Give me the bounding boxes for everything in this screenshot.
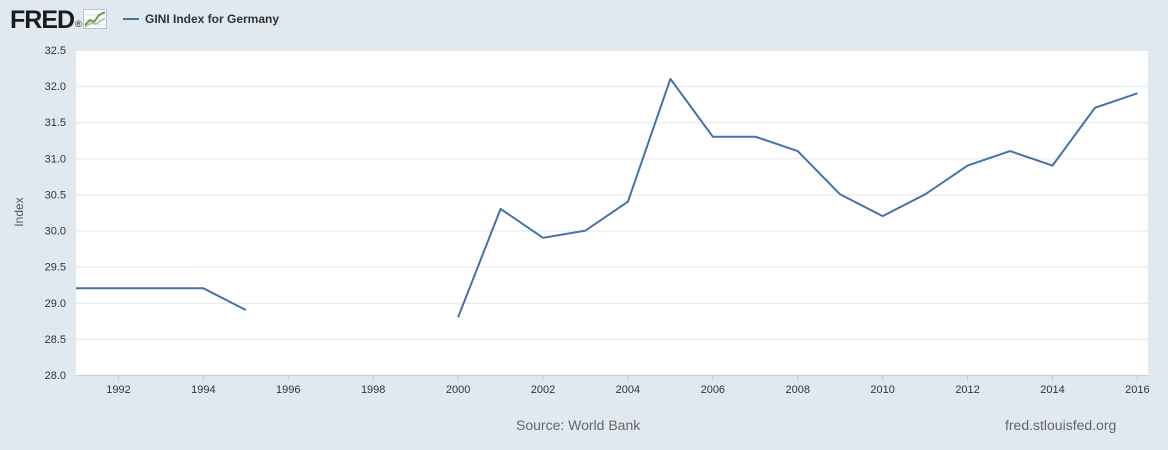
x-tick-label: 1992 (106, 384, 130, 396)
x-axis-ticks: 1992 1994 1996 1998 2000 2002 2004 2006 2008 2010… (106, 375, 1150, 396)
y-tick-label: 31.0 (45, 153, 66, 165)
x-tick-label: 2010 (870, 384, 894, 396)
chart-legend[interactable]: GINI Index for Germany (123, 12, 279, 26)
y-tick-label: 30.0 (45, 226, 66, 238)
legend-label: GINI Index for Germany (145, 12, 280, 26)
series-line[interactable] (457, 77, 1138, 318)
y-tick-label: 28.5 (45, 334, 66, 346)
x-tick-label: 2016 (1125, 384, 1149, 396)
y-tick-label: 29.0 (45, 298, 66, 310)
x-tick-label: 2014 (1040, 384, 1064, 396)
y-tick-label: 32.5 (45, 45, 66, 57)
y-tick-label: 32.0 (45, 81, 66, 93)
chart-trend-icon (82, 9, 107, 34)
registered-mark: ® (75, 19, 82, 29)
series-line[interactable] (76, 287, 247, 311)
legend-line-swatch (123, 18, 139, 20)
x-tick-label: 1998 (361, 384, 385, 396)
fred-logo-text: FRED (10, 6, 75, 34)
x-tick-label: 2004 (616, 384, 640, 396)
x-tick-label: 2002 (531, 384, 555, 396)
x-tick-label: 2012 (955, 384, 979, 396)
series-group (76, 77, 1138, 318)
source-credit: Source: World Bank (516, 417, 641, 433)
y-tick-label: 30.5 (45, 189, 66, 201)
y-axis-ticks: 28.0 28.5 29.0 29.5 30.0 30.5 31.0 31.5 32.0 32.5 (45, 45, 66, 382)
x-tick-label: 2008 (786, 384, 810, 396)
gridlines (76, 50, 1148, 340)
y-tick-label: 31.5 (45, 117, 66, 129)
y-tick-label: 28.0 (45, 370, 66, 382)
y-tick-label: 29.5 (45, 262, 66, 274)
site-link[interactable]: fred.stlouisfed.org (1005, 417, 1117, 433)
chart-header: FRED ® GINI Index for Germany (0, 0, 1168, 44)
x-tick-label: 2000 (446, 384, 470, 396)
y-axis-label: Index (12, 197, 26, 226)
x-tick-label: 1996 (276, 384, 300, 396)
fred-logo[interactable]: FRED ® (10, 5, 107, 35)
x-tick-label: 1994 (191, 384, 215, 396)
x-tick-label: 2006 (701, 384, 725, 396)
